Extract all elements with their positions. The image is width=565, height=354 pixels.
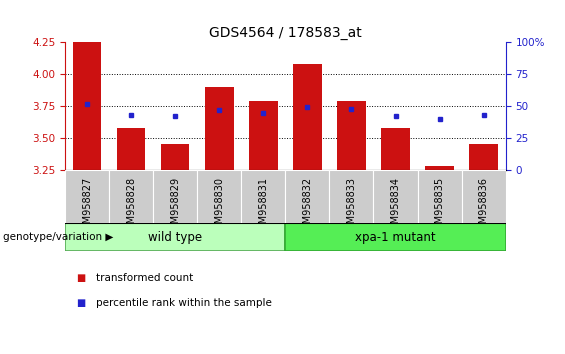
- Bar: [161, 144, 189, 170]
- Title: GDS4564 / 178583_at: GDS4564 / 178583_at: [209, 26, 362, 40]
- Bar: [73, 42, 101, 170]
- FancyBboxPatch shape: [153, 170, 197, 225]
- FancyBboxPatch shape: [109, 170, 153, 225]
- Text: GSM958833: GSM958833: [346, 177, 357, 235]
- FancyBboxPatch shape: [65, 223, 285, 251]
- Text: GSM958829: GSM958829: [170, 177, 180, 236]
- FancyBboxPatch shape: [197, 170, 241, 225]
- Bar: [205, 87, 233, 170]
- Text: genotype/variation ▶: genotype/variation ▶: [3, 232, 113, 242]
- FancyBboxPatch shape: [462, 170, 506, 225]
- Text: GSM958831: GSM958831: [258, 177, 268, 235]
- Text: GSM958832: GSM958832: [302, 177, 312, 236]
- Text: GSM958834: GSM958834: [390, 177, 401, 235]
- Text: GSM958835: GSM958835: [434, 177, 445, 236]
- FancyBboxPatch shape: [65, 170, 109, 225]
- Text: GSM958836: GSM958836: [479, 177, 489, 235]
- FancyBboxPatch shape: [418, 170, 462, 225]
- Bar: [337, 101, 366, 170]
- Bar: [117, 128, 145, 170]
- Bar: [425, 166, 454, 170]
- FancyBboxPatch shape: [329, 170, 373, 225]
- FancyBboxPatch shape: [285, 170, 329, 225]
- Bar: [249, 101, 277, 170]
- Bar: [293, 64, 321, 170]
- Text: transformed count: transformed count: [96, 273, 193, 283]
- Text: GSM958827: GSM958827: [82, 177, 92, 236]
- Text: GSM958828: GSM958828: [126, 177, 136, 236]
- Text: ■: ■: [76, 273, 85, 283]
- FancyBboxPatch shape: [373, 170, 418, 225]
- Text: xpa-1 mutant: xpa-1 mutant: [355, 231, 436, 244]
- Bar: [381, 128, 410, 170]
- Text: wild type: wild type: [148, 231, 202, 244]
- Text: percentile rank within the sample: percentile rank within the sample: [96, 298, 272, 308]
- Bar: [470, 144, 498, 170]
- FancyBboxPatch shape: [241, 170, 285, 225]
- Text: ■: ■: [76, 298, 85, 308]
- Text: GSM958830: GSM958830: [214, 177, 224, 235]
- FancyBboxPatch shape: [285, 223, 506, 251]
